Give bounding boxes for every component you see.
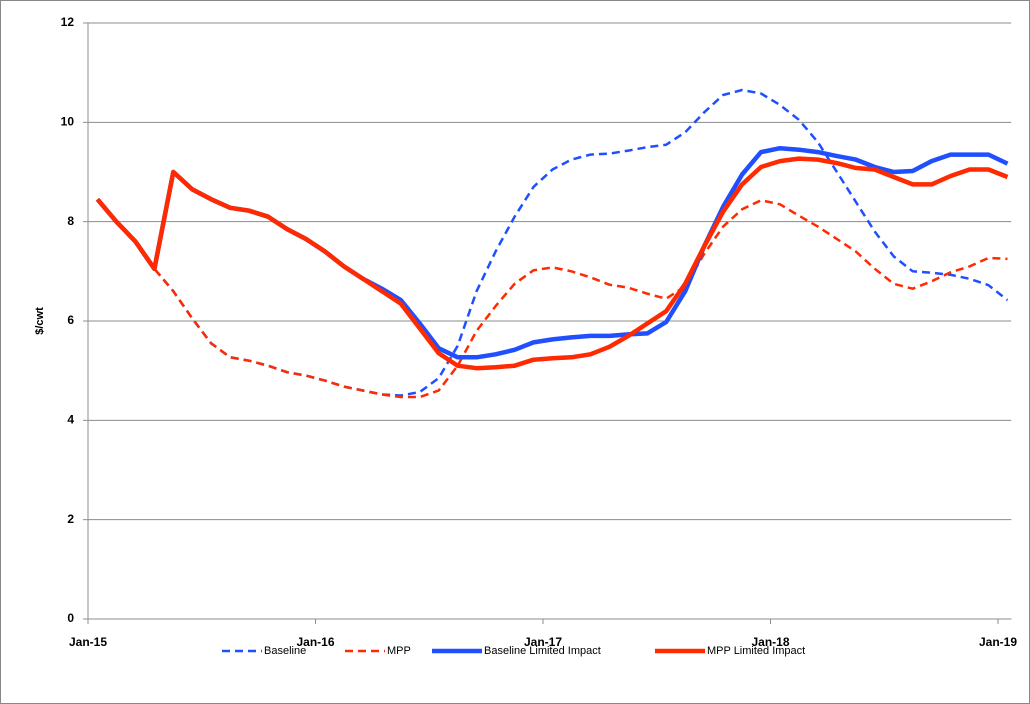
x-tick-label: Jan-19 [979,635,1017,649]
legend-label: MPP [387,645,411,657]
y-tick-label: 4 [67,413,74,427]
series-line [96,198,1008,399]
y-axis-label: $/cwt [34,307,46,335]
y-tick-label: 6 [67,313,74,327]
legend-label: Baseline Limited Impact [484,645,601,657]
x-tick-label: Jan-16 [296,635,334,649]
series-line [95,156,1009,371]
legend-label: MPP Limited Impact [707,645,805,657]
y-tick-label: 2 [67,512,74,526]
y-tick-label: 12 [61,15,75,29]
x-tick-label: Jan-17 [524,635,562,649]
legend-label: Baseline [264,645,306,657]
y-tick-label: 0 [67,611,74,625]
x-tick-label: Jan-18 [751,635,789,649]
y-tick-label: 10 [61,115,75,129]
x-tick-label: Jan-15 [69,635,107,649]
y-tick-label: 8 [67,214,74,228]
